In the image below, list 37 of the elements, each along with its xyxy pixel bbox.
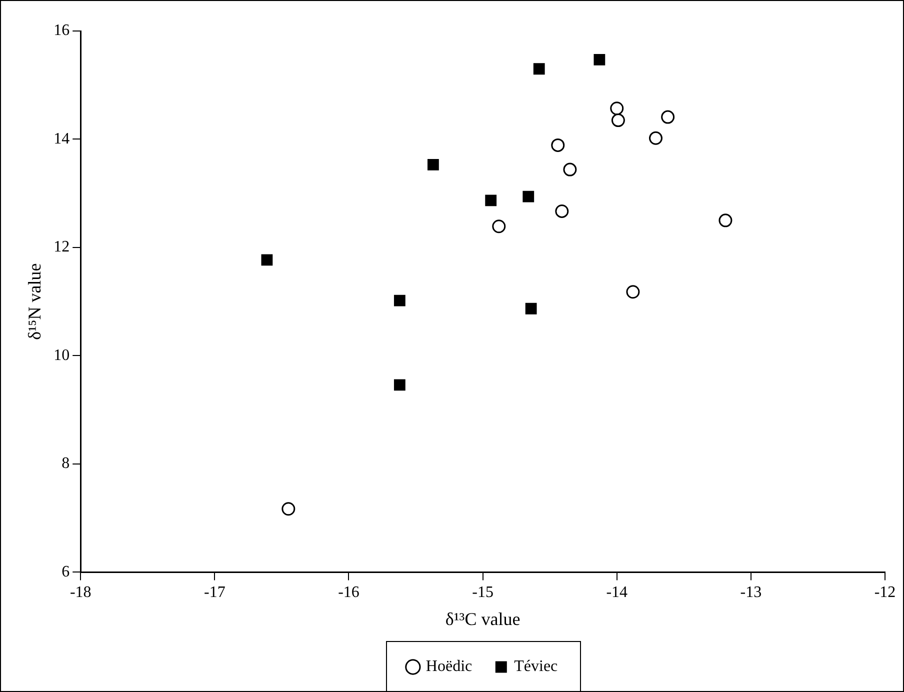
point xyxy=(394,294,406,306)
x-tick-label: -12 xyxy=(874,584,896,602)
point xyxy=(594,54,606,66)
point xyxy=(718,214,732,228)
point xyxy=(551,138,565,152)
point xyxy=(282,502,296,516)
point xyxy=(661,110,675,124)
y-tick-label: 12 xyxy=(54,238,70,256)
point xyxy=(626,285,640,299)
x-tick-label: -13 xyxy=(740,584,762,602)
y-axis-title: δ¹⁵N value xyxy=(24,263,45,340)
point xyxy=(485,194,497,206)
x-tick-label: -15 xyxy=(472,584,494,602)
point xyxy=(522,190,534,202)
x-tick-label: -14 xyxy=(606,584,628,602)
y-tick-label: 10 xyxy=(54,346,70,364)
point xyxy=(555,204,569,218)
x-tick-label: -17 xyxy=(204,584,226,602)
point xyxy=(563,162,577,176)
point xyxy=(611,114,625,128)
point xyxy=(610,102,624,116)
x-tick-label: -18 xyxy=(70,584,92,602)
point xyxy=(492,220,506,234)
x-axis-title: δ¹³C value xyxy=(445,608,520,629)
y-tick-label: 8 xyxy=(62,455,70,472)
legend-label: Téviec xyxy=(514,658,558,676)
point xyxy=(648,131,662,145)
point xyxy=(533,63,545,75)
point xyxy=(394,379,406,391)
y-tick-label: 6 xyxy=(62,563,70,580)
y-tick-label: 16 xyxy=(54,22,70,40)
legend-label: Hoëdic xyxy=(426,658,472,676)
x-tick-label: -16 xyxy=(338,584,360,602)
y-tick-label: 14 xyxy=(54,130,70,148)
point xyxy=(427,158,439,170)
point xyxy=(525,302,537,314)
point xyxy=(261,254,273,266)
